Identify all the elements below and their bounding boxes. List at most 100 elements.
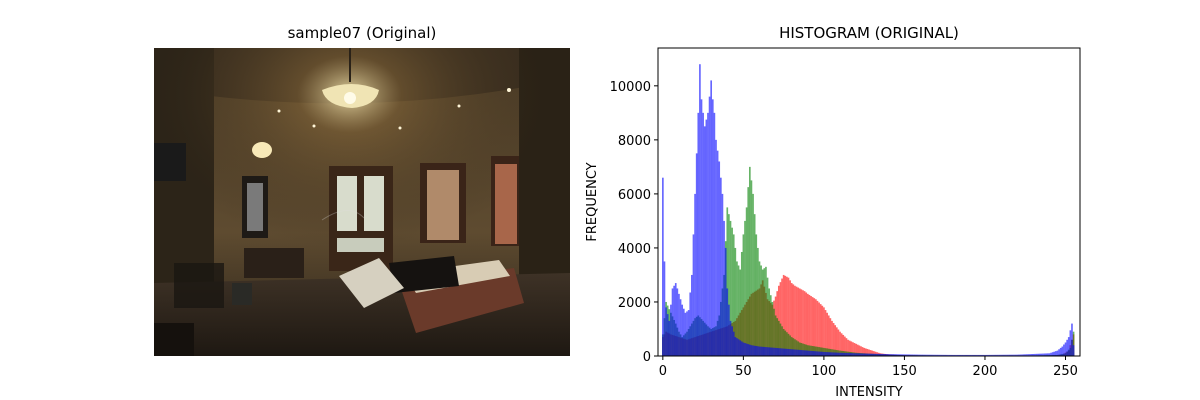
blue-bin: [827, 352, 830, 356]
blue-bin: [720, 177, 722, 356]
blue-bin: [1001, 354, 1004, 356]
blue-bin: [873, 353, 875, 356]
blue-bin: [1043, 353, 1046, 356]
red-bin: [850, 341, 853, 356]
blue-bin: [737, 339, 740, 356]
blue-bin: [845, 352, 848, 356]
blue-bin: [1013, 354, 1015, 356]
green-bin: [731, 227, 733, 356]
blue-bin: [755, 346, 758, 356]
x-tick-label: 0: [659, 364, 667, 379]
blue-bin: [715, 139, 717, 356]
blue-bin: [806, 350, 809, 356]
blue-bin: [971, 354, 973, 356]
blue-bin: [972, 354, 975, 356]
blue-bin: [794, 349, 796, 356]
blue-bin: [871, 353, 874, 356]
blue-bin: [903, 354, 906, 356]
blue-bin: [760, 346, 762, 356]
red-bin: [848, 340, 851, 356]
red-bin: [839, 331, 841, 356]
blue-bin: [729, 320, 732, 356]
red-bin: [853, 343, 856, 356]
blue-bin: [960, 354, 962, 356]
red-bin: [781, 278, 783, 356]
blue-bin: [1048, 353, 1051, 356]
red-bin: [786, 276, 788, 356]
hotel-room-photo: [154, 48, 570, 356]
blue-bin: [893, 354, 896, 356]
blue-bin: [976, 354, 978, 356]
blue-bin: [779, 348, 782, 356]
green-bin: [774, 315, 777, 356]
blue-bin: [716, 150, 719, 356]
blue-bin: [939, 354, 941, 356]
blue-bin: [691, 274, 693, 356]
blue-bin: [919, 354, 922, 356]
blue-bin: [784, 348, 787, 356]
blue-bin: [922, 354, 925, 356]
blue-bin: [1042, 353, 1044, 356]
blue-bin: [866, 353, 869, 356]
blue-bin: [773, 347, 775, 356]
blue-bin: [671, 288, 674, 356]
blue-bin: [956, 354, 959, 356]
blue-bin: [937, 354, 940, 356]
blue-bin: [670, 304, 672, 356]
blue-bin: [953, 354, 956, 356]
blue-bin: [968, 354, 970, 356]
green-bin: [758, 261, 761, 356]
y-axis-label: FREQUENCY: [585, 162, 600, 241]
blue-bin: [921, 354, 924, 356]
blue-bin: [1017, 354, 1020, 356]
green-bin: [790, 337, 793, 356]
y-tick-label: 10000: [610, 80, 651, 95]
blue-bin: [811, 351, 814, 356]
blue-bin: [1059, 347, 1062, 356]
blue-bin: [768, 347, 770, 356]
blue-bin: [945, 354, 948, 356]
blue-bin: [718, 161, 721, 356]
red-bin: [873, 351, 875, 356]
green-bin: [798, 342, 801, 356]
blue-bin: [864, 353, 867, 356]
blue-bin: [731, 326, 733, 356]
blue-bin: [879, 353, 882, 356]
blue-bin: [910, 354, 912, 356]
green-bin: [766, 277, 769, 356]
blue-bin: [1055, 351, 1057, 356]
red-bin: [815, 299, 817, 356]
red-bin: [832, 323, 835, 356]
blue-bin: [744, 343, 746, 356]
red-bin: [852, 342, 854, 356]
blue-bin: [1032, 353, 1035, 356]
green-bin: [797, 341, 799, 356]
blue-bin: [787, 348, 790, 356]
red-bin: [835, 327, 838, 356]
y-tick-label: 6000: [618, 188, 651, 203]
green-bin: [777, 320, 780, 356]
blue-bin: [771, 347, 774, 356]
red-bin: [805, 292, 808, 356]
blue-bin: [797, 349, 799, 356]
blue-bin: [997, 354, 999, 356]
chart-title: HISTOGRAM (ORIGINAL): [779, 24, 959, 42]
green-bin: [736, 261, 738, 356]
blue-bin: [761, 346, 764, 356]
blue-bin: [844, 352, 846, 356]
green-bin: [739, 269, 742, 356]
blue-bin: [705, 119, 708, 356]
green-bin: [753, 214, 756, 356]
blue-bin: [769, 347, 772, 356]
red-bin: [868, 349, 870, 356]
red-bin: [858, 345, 861, 356]
red-bin: [790, 283, 793, 356]
blue-bin: [821, 351, 824, 356]
blue-bin: [850, 353, 853, 356]
blue-bin: [868, 353, 870, 356]
blue-bin: [831, 352, 833, 356]
blue-bin: [856, 353, 859, 356]
red-bin: [861, 347, 864, 356]
blue-bin: [860, 353, 862, 356]
blue-bin: [924, 354, 927, 356]
